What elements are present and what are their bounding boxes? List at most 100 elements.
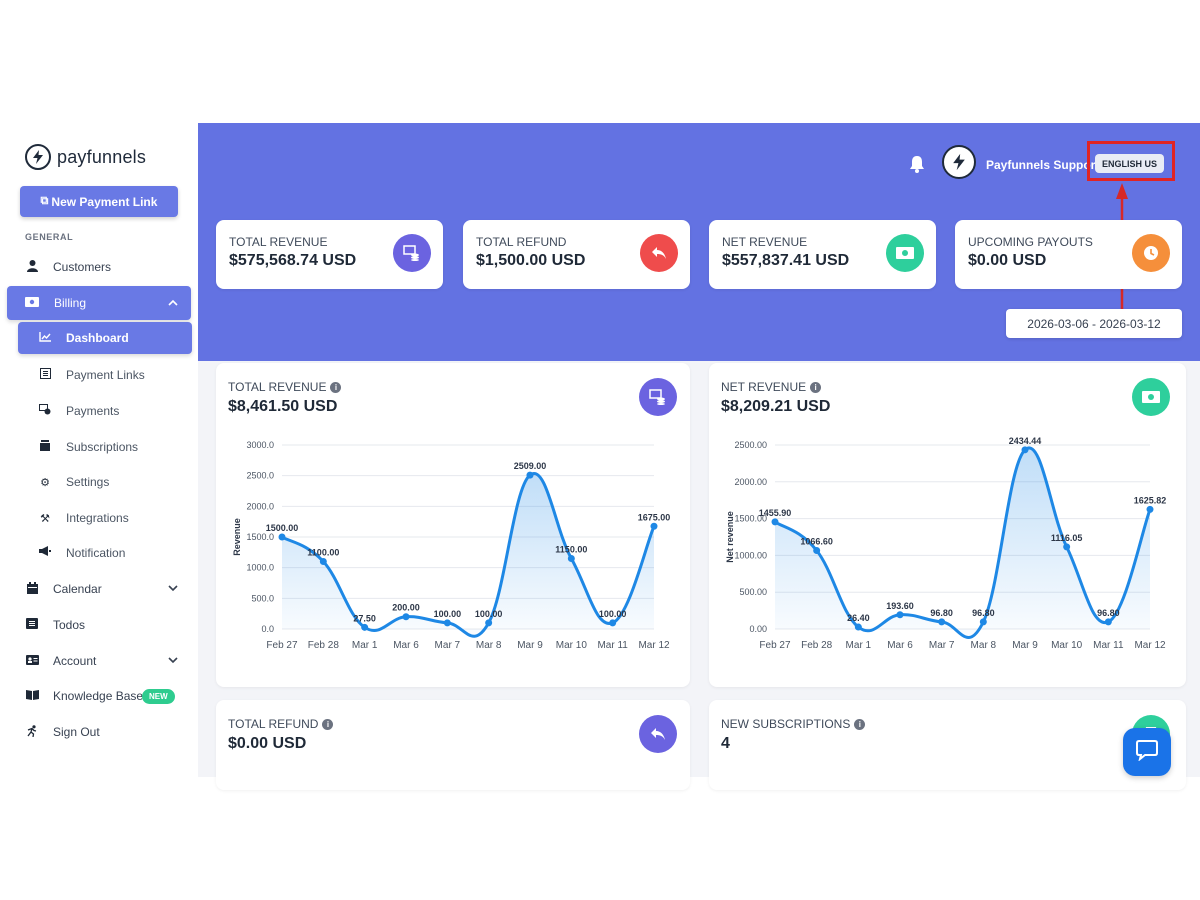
info-icon[interactable]: i <box>810 381 822 393</box>
sidebar-item-label: Notification <box>66 546 126 560</box>
x-tick-label: Feb 27 <box>266 640 298 651</box>
data-label: 200.00 <box>392 603 420 613</box>
data-point[interactable] <box>979 618 987 626</box>
card-new-subscriptions: NEW SUBSCRIPTIONS i 4 <box>709 700 1186 790</box>
sidebar-item-sign-out[interactable]: Sign Out <box>0 718 198 746</box>
data-label: 96.80 <box>930 608 953 618</box>
sidebar-item-calendar[interactable]: Calendar <box>0 575 198 603</box>
new-payment-link-label: New Payment Link <box>51 194 158 209</box>
data-point[interactable] <box>896 611 904 619</box>
stat-label: UPCOMING PAYOUTS <box>968 235 1093 249</box>
series-area <box>775 447 1150 638</box>
data-point[interactable] <box>1104 618 1112 626</box>
sidebar-item-label: Customers <box>53 260 112 274</box>
sidebar-item-subscriptions[interactable]: Subscriptions <box>18 433 192 461</box>
data-point[interactable] <box>278 533 286 541</box>
data-point[interactable] <box>1063 543 1071 551</box>
y-tick-label: 1500.0 <box>246 532 274 542</box>
chevron-down-icon <box>168 583 178 595</box>
data-label: 1455.90 <box>759 508 792 518</box>
sidebar-item-dashboard[interactable]: Dashboard <box>18 322 192 354</box>
data-point[interactable] <box>1021 446 1029 454</box>
list-icon <box>25 618 39 632</box>
stat-value: $0.00 USD <box>968 252 1047 269</box>
stat-card-total-revenue: TOTAL REVENUE $575,568.74 USD <box>216 220 443 289</box>
card-title: TOTAL REVENUE i <box>228 380 342 394</box>
coins-icon <box>639 378 677 416</box>
header-band: Payfunnels Support ENGLISH US TOTAL REVE… <box>198 123 1200 361</box>
language-button[interactable]: ENGLISH US <box>1095 154 1164 173</box>
x-tick-label: Mar 6 <box>887 640 913 651</box>
sidebar-item-label: Sign Out <box>53 725 100 739</box>
sidebar-item-todos[interactable]: Todos <box>0 611 198 639</box>
clock-icon <box>1132 234 1170 272</box>
sidebar-item-customers[interactable]: Customers <box>0 253 198 281</box>
data-point[interactable] <box>443 619 451 627</box>
sidebar: payfunnels ⧉ New Payment Link GENERAL Cu… <box>0 123 198 777</box>
data-label: 96.80 <box>972 608 995 618</box>
gear-icon: ⚙ <box>40 476 50 489</box>
data-point[interactable] <box>938 618 946 626</box>
sidebar-item-billing[interactable]: Billing <box>7 286 191 320</box>
sidebar-item-knowledge-base[interactable]: Knowledge Base NEW <box>0 682 198 710</box>
refund-icon <box>640 234 678 272</box>
card-net-revenue: NET REVENUE i $8,209.21 USD 0.00 500.00 10… <box>709 363 1186 687</box>
sidebar-item-label: Dashboard <box>66 331 129 345</box>
info-icon[interactable]: i <box>322 718 334 730</box>
highlight-box <box>1087 141 1175 181</box>
x-tick-label: Mar 9 <box>1012 640 1038 651</box>
data-point[interactable] <box>854 623 862 631</box>
sidebar-item-settings[interactable]: ⚙ Settings <box>18 468 192 496</box>
y-tick-label: 2000.0 <box>246 501 274 511</box>
section-label-general: GENERAL <box>25 232 74 242</box>
data-point[interactable] <box>361 623 369 631</box>
stat-card-upcoming-payouts: UPCOMING PAYOUTS $0.00 USD <box>955 220 1182 289</box>
chat-button[interactable] <box>1123 728 1171 776</box>
data-label: 1100.00 <box>307 548 339 558</box>
chart-line-icon <box>38 331 52 345</box>
x-tick-label: Mar 11 <box>1093 640 1124 651</box>
sidebar-item-account[interactable]: Account <box>0 647 198 675</box>
x-tick-label: Mar 9 <box>517 640 543 651</box>
data-label: 1500.00 <box>266 523 299 533</box>
bell-icon[interactable] <box>907 154 927 179</box>
data-point[interactable] <box>650 522 658 530</box>
bolt-icon <box>25 144 51 170</box>
sidebar-item-label: Subscriptions <box>66 440 139 454</box>
data-point[interactable] <box>567 554 575 562</box>
book-icon <box>25 689 39 703</box>
support-avatar[interactable] <box>942 145 976 179</box>
card-title: NET REVENUE i <box>721 380 822 394</box>
data-point[interactable] <box>319 558 327 566</box>
y-tick-label: 1500.00 <box>734 514 767 524</box>
x-tick-label: Mar 1 <box>352 640 378 651</box>
data-point[interactable] <box>485 619 493 627</box>
date-range-picker[interactable]: 2026-03-06 - 2026-03-12 <box>1006 309 1182 338</box>
new-payment-link-button[interactable]: ⧉ New Payment Link <box>20 186 178 217</box>
data-point[interactable] <box>609 619 617 627</box>
data-point[interactable] <box>771 518 779 526</box>
info-icon[interactable]: i <box>854 718 866 730</box>
y-tick-label: 3000.0 <box>246 440 274 450</box>
logo[interactable]: payfunnels <box>25 144 146 170</box>
refund-icon <box>639 715 677 753</box>
stat-label: NET REVENUE <box>722 235 808 249</box>
data-point[interactable] <box>526 471 534 479</box>
data-point[interactable] <box>402 613 410 621</box>
user-icon <box>25 259 39 275</box>
sidebar-item-payments[interactable]: Payments <box>18 397 192 425</box>
sidebar-item-integrations[interactable]: ⚒ Integrations <box>18 504 192 532</box>
sidebar-item-label: Payments <box>66 404 120 418</box>
x-tick-label: Mar 8 <box>476 640 502 651</box>
sidebar-item-payment-links[interactable]: Payment Links <box>18 361 192 389</box>
sidebar-item-notification[interactable]: Notification <box>18 539 192 567</box>
info-icon[interactable]: i <box>330 381 342 393</box>
stat-label: TOTAL REFUND <box>476 235 567 249</box>
id-card-icon <box>25 654 39 668</box>
support-name[interactable]: Payfunnels Support <box>986 158 1100 172</box>
y-axis-label: Net revenue <box>725 511 735 563</box>
link-icon: ⧉ <box>40 195 49 207</box>
data-point[interactable] <box>813 546 821 554</box>
data-point[interactable] <box>1146 505 1154 513</box>
net-revenue-chart: 0.00 500.00 1000.00 1500.00 2000.00 2500.00 14… <box>725 436 1166 651</box>
